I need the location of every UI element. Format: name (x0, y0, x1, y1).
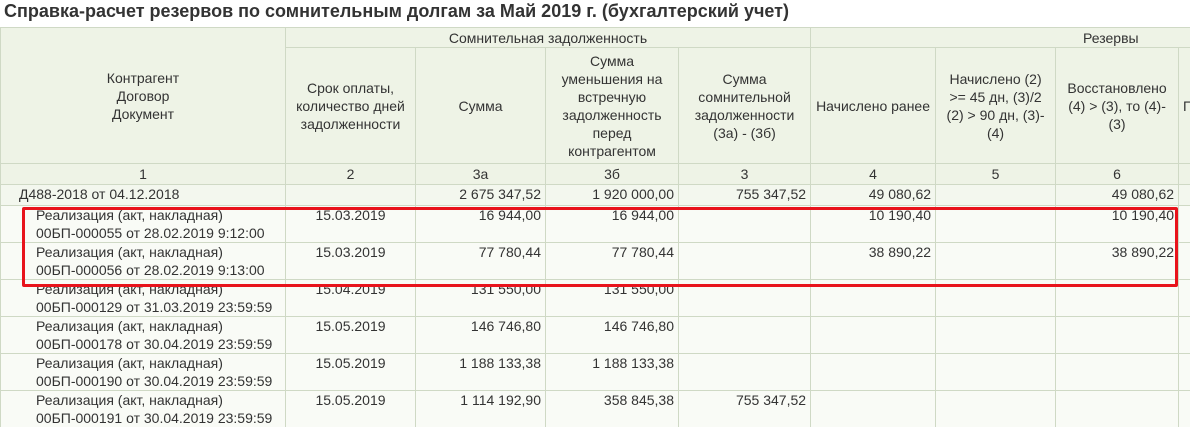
report-title: Справка-расчет резервов по сомнительным … (4, 1, 789, 21)
cell: 15.05.2019 (285, 316, 416, 354)
cell (1178, 163, 1190, 185)
cell (1178, 279, 1190, 317)
cell: 1 188 133,38 (545, 353, 679, 391)
cell: 15.05.2019 (285, 390, 416, 427)
column-number: 5 (935, 163, 1057, 185)
cell: 146 746,80 (545, 316, 679, 354)
data-row: Д488-2018 от 04.12.2018 2 675 347,52 1 920… (0, 184, 1190, 206)
cell (935, 242, 1057, 280)
cell (1055, 390, 1180, 427)
cell (1178, 205, 1190, 243)
cell: 2 675 347,52 (415, 184, 546, 206)
cell (810, 353, 937, 391)
cell: Реализация (акт, накладная) 00БП-000055 … (0, 205, 286, 243)
column-header: Сумма сомнительной задолженности (3а) - … (677, 47, 812, 164)
cell: Реализация (акт, накладная) 00БП-000178 … (0, 316, 286, 354)
column-number: 3б (545, 163, 679, 185)
cell: 1 920 000,00 (545, 184, 679, 206)
cell: 77 780,44 (415, 242, 546, 280)
header-row: Срок оплаты, количество дней задолженнос… (1, 47, 1190, 164)
group-header: Сомнительная задолженность (284, 27, 812, 48)
cell (1178, 353, 1190, 391)
header-row: Контрагент Договор Документ Сомнительная … (0, 27, 1190, 164)
cell: 755 347,52 (677, 184, 812, 206)
cell: 358 845,38 (545, 390, 679, 427)
data-row: Реализация (акт, накладная) 00БП-000190 … (0, 353, 1190, 391)
cell: 1 188 133,38 (415, 353, 546, 391)
column-header: Начислено ранее (810, 47, 937, 164)
column-header: Контрагент Договор Документ (0, 27, 286, 164)
cell: 49 080,62 (810, 184, 937, 206)
data-row: Реализация (акт, накладная) 00БП-000055 … (0, 205, 1190, 243)
cell: Реализация (акт, накладная) 00БП-000190 … (0, 353, 286, 391)
cell (1055, 316, 1180, 354)
column-header: Сумма (415, 47, 546, 164)
cell (935, 316, 1057, 354)
cell (677, 242, 812, 280)
cell: 1 114 192,90 (415, 390, 546, 427)
cell (1178, 316, 1190, 354)
cell: 38 890,22 (1055, 242, 1180, 280)
data-row: Реализация (акт, накладная) 00БП-000056 … (0, 242, 1190, 280)
column-number: 3 (677, 163, 812, 185)
cell (677, 353, 812, 391)
cell: 38 890,22 (810, 242, 937, 280)
cell (935, 353, 1057, 391)
column-header: Срок оплаты, количество дней задолженнос… (285, 47, 416, 164)
cell: 49 080,62 (1055, 184, 1180, 206)
cell: Реализация (акт, накладная) 00БП-000056 … (0, 242, 286, 280)
cell: Д488-2018 от 04.12.2018 (0, 184, 286, 206)
cell (810, 390, 937, 427)
column-number: 4 (810, 163, 937, 185)
highlight-box (22, 207, 1178, 287)
cell: 15.03.2019 (285, 205, 416, 243)
cell: 146 746,80 (415, 316, 546, 354)
cell (935, 205, 1057, 243)
cell (810, 316, 937, 354)
column-number: 3а (415, 163, 546, 185)
cell (1178, 390, 1190, 427)
cell: Реализация (акт, накладная) 00БП-000191 … (0, 390, 286, 427)
column-number: 2 (285, 163, 416, 185)
cell: 755 347,52 (677, 390, 812, 427)
cell: 15.05.2019 (285, 353, 416, 391)
cell: 15.03.2019 (285, 242, 416, 280)
column-header: Сумма уменьшения на встречную задолженно… (545, 47, 679, 164)
cell: 16 944,00 (415, 205, 546, 243)
cell (1178, 242, 1190, 280)
column-number: 6 (1055, 163, 1180, 185)
column-number: 1 (0, 163, 286, 185)
cell (935, 390, 1057, 427)
data-row: Реализация (акт, накладная) 00БП-000178 … (0, 316, 1190, 354)
cell: 10 190,40 (1055, 205, 1180, 243)
cell (935, 184, 1057, 206)
data-row: Реализация (акт, накладная) 00БП-000191 … (0, 390, 1190, 427)
column-header: Начислено (2) >= 45 дн, (3)/2 (2) > 90 д… (935, 47, 1057, 164)
cell (1055, 353, 1180, 391)
cell (1178, 184, 1190, 206)
cell (285, 184, 416, 206)
cell (677, 316, 812, 354)
number-row: 1 2 3а 3б 3 4 5 6 (0, 163, 1190, 185)
cell: 16 944,00 (545, 205, 679, 243)
group-header: Резервы (810, 27, 1190, 48)
column-header: Восстановлено (4) > (3), то (4)-(3) (1055, 47, 1180, 164)
column-header: Г (1178, 47, 1190, 164)
